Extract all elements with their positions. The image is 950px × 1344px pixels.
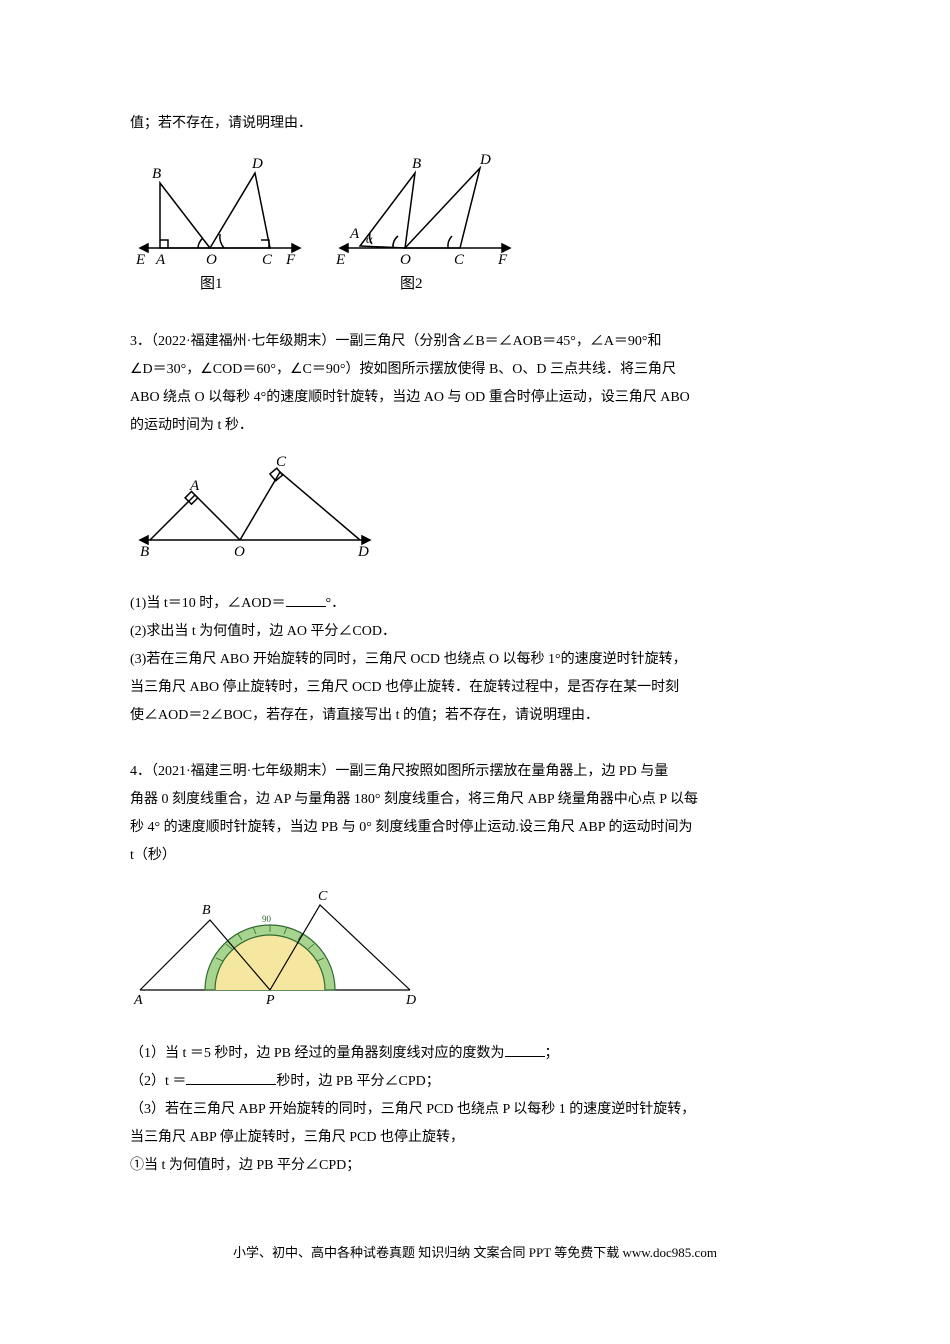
svg-text:B: B xyxy=(412,156,421,172)
blank-field[interactable] xyxy=(286,592,326,607)
q3-line1: 3．（2022·福建福州·七年级期末）一副三角尺（分别含∠B＝∠AOB＝45°，… xyxy=(130,328,820,356)
svg-text:A: A xyxy=(189,478,200,494)
figure-top-svg: E A O C F B D 图1 α xyxy=(130,148,530,298)
figure-q4-svg: 90 A B C D P xyxy=(130,880,430,1010)
svg-text:90: 90 xyxy=(262,914,272,924)
svg-text:A: A xyxy=(155,252,166,268)
q3-line2: ∠D＝30°，∠COD＝60°，∠C＝90°）按如图所示摆放使得 B、O、D 三… xyxy=(130,356,820,384)
q4-part3-l1: （3）若在三角尺 ABP 开始旋转的同时，三角尺 PCD 也绕点 P 以每秒 1… xyxy=(130,1096,820,1124)
q4-part1: （1）当 t ＝5 秒时，边 PB 经过的量角器刻度线对应的度数为； xyxy=(130,1040,820,1068)
svg-text:E: E xyxy=(335,252,345,268)
q4-part2: （2）t ＝秒时，边 PB 平分∠CPD； xyxy=(130,1068,820,1096)
q4-part3-l3: ①当 t 为何值时，边 PB 平分∠CPD； xyxy=(130,1152,820,1180)
svg-text:C: C xyxy=(454,252,465,268)
svg-text:D: D xyxy=(479,152,491,168)
q3-part1: (1)当 t＝10 时，∠AOD＝°． xyxy=(130,590,820,618)
svg-text:α: α xyxy=(366,232,373,246)
q3-part3-l1: (3)若在三角尺 ABO 开始旋转的同时，三角尺 OCD 也绕点 O 以每秒 1… xyxy=(130,646,820,674)
figure-q3: A B C D O xyxy=(130,450,820,560)
svg-text:A: A xyxy=(133,993,143,1008)
svg-text:B: B xyxy=(152,166,161,182)
svg-text:图1: 图1 xyxy=(200,275,223,292)
q4-part3-l2: 当三角尺 ABP 停止旋转时，三角尺 PCD 也停止旋转， xyxy=(130,1124,820,1152)
figure-q4: 90 A B C D P xyxy=(130,880,820,1010)
svg-text:D: D xyxy=(357,544,369,560)
blank-field-wide[interactable] xyxy=(186,1070,276,1085)
svg-text:图2: 图2 xyxy=(400,275,423,292)
svg-text:O: O xyxy=(206,252,217,268)
q3-part2: (2)求出当 t 为何值时，边 AO 平分∠COD． xyxy=(130,618,820,646)
svg-text:E: E xyxy=(135,252,145,268)
svg-text:P: P xyxy=(265,993,275,1008)
svg-text:O: O xyxy=(234,544,245,560)
q4-line2: 角器 0 刻度线重合，边 AP 与量角器 180° 刻度线重合，将三角尺 ABP… xyxy=(130,786,820,814)
svg-text:C: C xyxy=(262,252,273,268)
q3-line3: ABO 绕点 O 以每秒 4°的速度顺时针旋转，当边 AO 与 OD 重合时停止… xyxy=(130,384,820,412)
svg-text:F: F xyxy=(285,252,296,268)
q3-part3-l3: 使∠AOD＝2∠BOC，若存在，请直接写出 t 的值；若不存在，请说明理由． xyxy=(130,702,820,730)
figure-top-row: E A O C F B D 图1 α xyxy=(130,148,820,298)
svg-text:B: B xyxy=(202,903,211,918)
continuation-line: 值；若不存在，请说明理由． xyxy=(130,110,820,138)
svg-text:B: B xyxy=(140,544,149,560)
svg-text:C: C xyxy=(318,889,328,904)
svg-text:O: O xyxy=(400,252,411,268)
svg-text:C: C xyxy=(276,454,287,470)
q3-part3-l2: 当三角尺 ABO 停止旋转时，三角尺 OCD 也停止旋转．在旋转过程中，是否存在… xyxy=(130,674,820,702)
svg-text:D: D xyxy=(405,993,416,1008)
svg-text:D: D xyxy=(251,156,263,172)
page-footer: 小学、初中、高中各种试卷真题 知识归纳 文案合同 PPT 等免费下载 www.d… xyxy=(130,1240,820,1266)
svg-text:F: F xyxy=(497,252,508,268)
figure-q3-svg: A B C D O xyxy=(130,450,390,560)
blank-field[interactable] xyxy=(505,1042,545,1057)
q4-line1: 4．（2021·福建三明·七年级期末）一副三角尺按照如图所示摆放在量角器上，边 … xyxy=(130,758,820,786)
q4-line4: t（秒） xyxy=(130,842,820,870)
svg-text:A: A xyxy=(349,226,360,242)
q4-line3: 秒 4° 的速度顺时针旋转，当边 PB 与 0° 刻度线重合时停止运动.设三角尺… xyxy=(130,814,820,842)
q3-line4: 的运动时间为 t 秒． xyxy=(130,412,820,440)
